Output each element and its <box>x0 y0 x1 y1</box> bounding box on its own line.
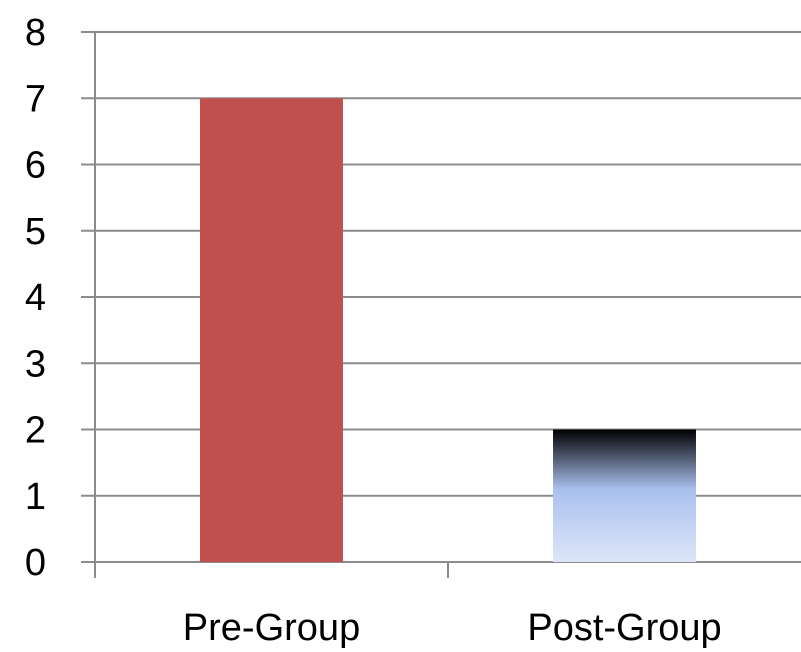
y-axis-tick-label: 0 <box>25 542 46 584</box>
y-axis-tick-label: 7 <box>25 78 46 120</box>
y-axis-tick-label: 3 <box>25 343 46 385</box>
bars <box>200 98 696 562</box>
x-axis-category-label: Post-Group <box>527 607 721 649</box>
x-axis-category-label: Pre-Group <box>183 607 360 649</box>
y-axis-tick-label: 4 <box>25 277 46 319</box>
x-axis-category-labels: Pre-Group Post-Group <box>183 607 722 649</box>
y-axis-tick-label: 2 <box>25 410 46 452</box>
y-axis-tick-label: 5 <box>25 211 46 253</box>
y-axis-tick-label: 8 <box>25 12 46 54</box>
bar-pre-group <box>200 98 343 562</box>
bar-post-group <box>553 429 696 562</box>
y-axis-tick-labels: 0 1 2 3 4 5 6 7 8 <box>25 12 46 584</box>
y-axis-tick-label: 6 <box>25 145 46 187</box>
y-axis-tick-label: 1 <box>25 476 46 518</box>
